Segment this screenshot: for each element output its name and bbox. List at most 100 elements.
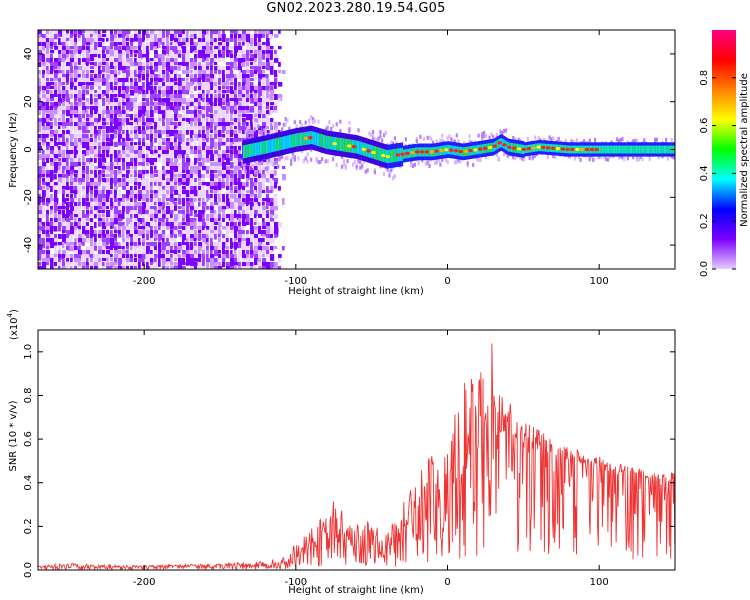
noise-cell	[238, 118, 241, 123]
noise-cell	[38, 86, 42, 91]
noise-cell	[114, 134, 118, 140]
noise-cell	[166, 182, 170, 186]
noise-cell	[90, 182, 94, 189]
noise-cell	[258, 134, 262, 138]
band-inner	[462, 147, 464, 157]
noise-cell	[122, 122, 125, 128]
noise-cell	[54, 226, 58, 232]
noise-cell	[42, 186, 46, 190]
noise-cell	[266, 246, 270, 252]
noise-cell	[242, 218, 246, 224]
noise-cell	[114, 66, 117, 70]
halo-cell	[513, 156, 517, 161]
noise-cell	[138, 206, 143, 211]
noise-cell	[122, 234, 125, 241]
noise-cell	[202, 118, 205, 122]
noise-cell	[110, 250, 113, 255]
halo-cell	[530, 156, 533, 161]
noise-cell	[218, 86, 221, 92]
noise-cell	[54, 162, 59, 167]
halo-cell	[655, 137, 659, 142]
noise-cell	[90, 66, 95, 69]
noise-cell	[182, 66, 186, 70]
noise-cell	[110, 190, 113, 195]
noise-cell	[266, 198, 271, 205]
noise-cell	[166, 238, 169, 244]
noise-cell	[134, 202, 138, 208]
noise-cell	[218, 266, 222, 269]
noise-cell	[114, 262, 118, 266]
noise-cell	[274, 94, 278, 100]
noise-cell	[154, 238, 157, 242]
halo-cell	[273, 161, 276, 166]
noise-cell	[222, 82, 227, 89]
noise-cell	[158, 66, 161, 72]
noise-cell	[94, 262, 99, 269]
noise-cell	[266, 186, 269, 193]
noise-cell	[258, 262, 262, 266]
noise-cell	[242, 174, 245, 179]
noise-cell	[266, 74, 269, 81]
noise-cell	[242, 86, 246, 93]
noise-cell	[214, 70, 217, 74]
noise-cell	[122, 210, 125, 215]
noise-cell	[110, 110, 114, 115]
noise-cell	[130, 46, 135, 53]
noise-cell	[98, 38, 103, 42]
noise-cell	[162, 222, 167, 227]
noise-cell	[250, 50, 253, 54]
noise-cell	[98, 174, 102, 181]
halo-cell	[344, 163, 347, 168]
noise-cell	[74, 78, 77, 84]
noise-cell	[266, 206, 269, 210]
noise-cell	[198, 254, 202, 258]
noise-cell	[74, 118, 78, 122]
noise-cell	[194, 222, 197, 227]
noise-cell	[42, 154, 47, 161]
noise-cell	[226, 78, 230, 85]
noise-cell	[218, 158, 222, 164]
noise-cell	[74, 262, 78, 269]
noise-cell	[110, 62, 114, 66]
noise-cell	[162, 194, 166, 199]
band-inner	[467, 146, 469, 156]
noise-cell	[70, 66, 73, 72]
noise-cell	[46, 238, 51, 244]
noise-cell	[154, 174, 159, 178]
noise-cell	[98, 206, 102, 210]
noise-cell	[54, 186, 58, 193]
noise-cell	[266, 78, 270, 84]
peak-dot	[473, 148, 478, 152]
noise-cell	[234, 114, 239, 120]
noise-cell	[146, 90, 149, 96]
noise-cell	[46, 170, 51, 177]
noise-cell	[122, 254, 126, 260]
noise-cell	[178, 126, 182, 130]
noise-cell	[114, 62, 118, 68]
noise-cell	[46, 182, 51, 188]
noise-cell	[90, 226, 94, 233]
noise-cell	[202, 146, 206, 153]
band-inner	[327, 136, 330, 150]
noise-cell	[58, 54, 62, 59]
noise-cell	[230, 114, 233, 120]
noise-cell	[222, 90, 227, 94]
noise-cell	[158, 230, 163, 235]
noise-cell	[142, 94, 146, 98]
noise-cell	[222, 206, 226, 210]
noise-cell	[170, 258, 173, 263]
noise-cell	[230, 70, 234, 75]
band-inner	[447, 144, 450, 155]
band-inner	[389, 149, 391, 163]
halo-cell	[302, 159, 305, 164]
noise-cell	[42, 138, 47, 143]
noise-cell	[126, 90, 129, 97]
noise-cell	[70, 122, 73, 129]
noise-cell	[154, 158, 157, 162]
noise-cell	[62, 54, 67, 61]
noise-cell	[126, 246, 129, 250]
noise-cell	[158, 54, 163, 59]
noise-cell	[86, 130, 91, 134]
noise-cell	[130, 146, 135, 153]
noise-cell	[158, 234, 163, 241]
